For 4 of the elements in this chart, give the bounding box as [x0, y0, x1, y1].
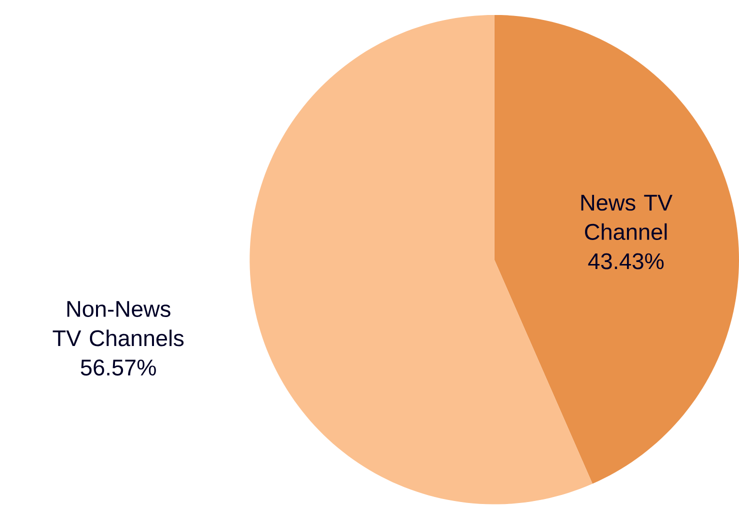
slice-label: News TV Channel — [581, 194, 672, 240]
data-label: 56.57% — [80, 359, 156, 376]
slice-label: Non-News TV Channels — [52, 301, 184, 346]
data-label: 43.43% — [588, 253, 664, 270]
